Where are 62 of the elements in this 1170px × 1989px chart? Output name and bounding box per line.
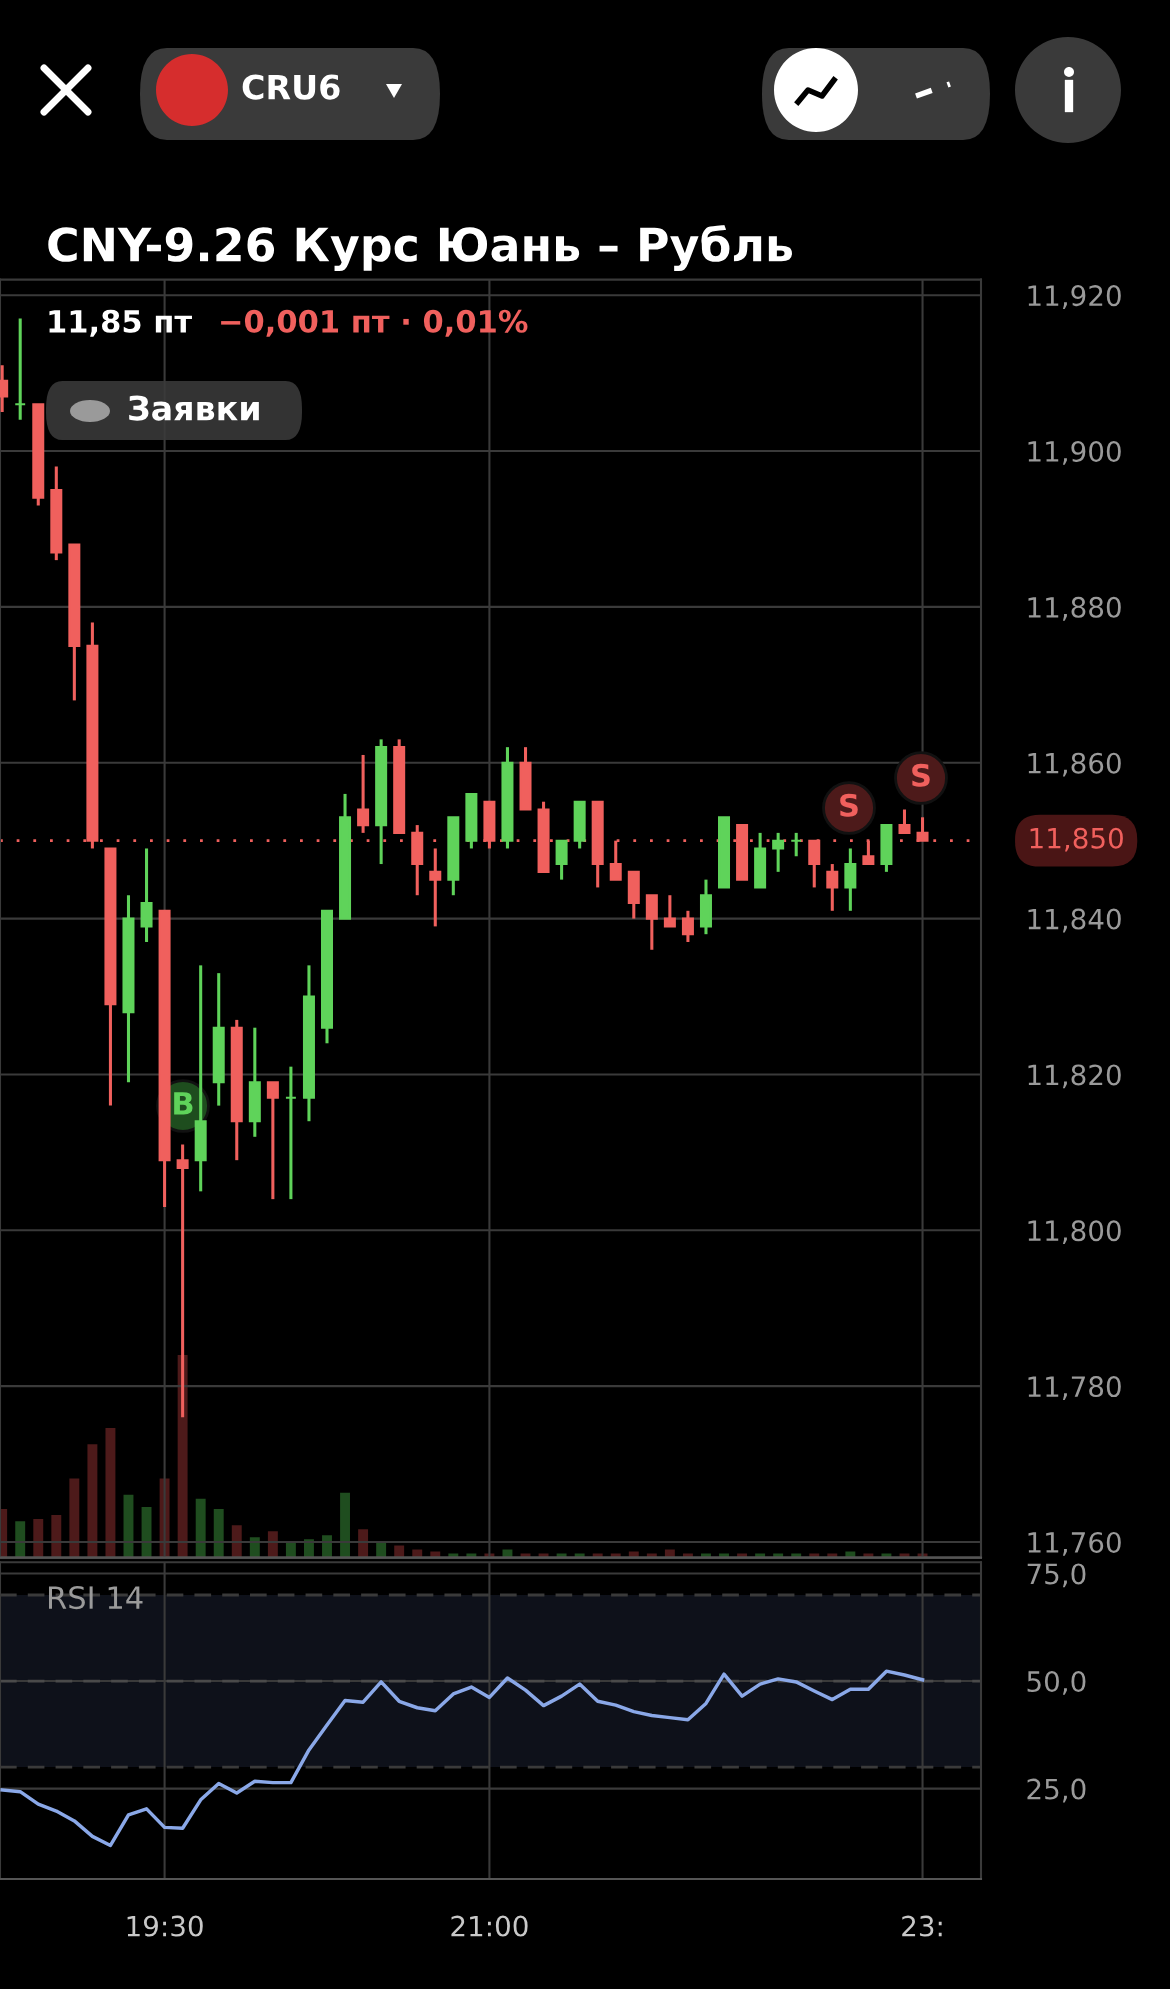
bar	[177, 1355, 188, 1558]
candlestick	[357, 753, 370, 833]
chart-title: CNY-9.26 Курс Юань – Рубль	[48, 224, 792, 272]
y-tick-label: 11,760	[1028, 1531, 1121, 1556]
y-tick-label: 11,820	[1028, 1064, 1121, 1089]
candlestick	[284, 1066, 297, 1201]
candlestick	[916, 817, 929, 842]
y-tick-label: 11,880	[1028, 596, 1121, 621]
annotation: S	[912, 763, 930, 787]
y-tick-label: 11,920	[1028, 285, 1121, 309]
bar	[15, 1521, 26, 1558]
candlestick	[844, 848, 857, 911]
text: 11,85 пт	[49, 309, 192, 337]
y-tick-label: 11,900	[1028, 440, 1121, 465]
candlestick	[663, 895, 676, 928]
candlestick	[772, 831, 785, 872]
x-tick-label: 23:	[902, 1915, 942, 1937]
x-tick-label: 21:00	[451, 1915, 528, 1937]
bar	[69, 1478, 80, 1558]
bar	[51, 1515, 62, 1558]
y-tick-label: 11,860	[1028, 752, 1121, 777]
bar	[105, 1427, 116, 1558]
annotation: B	[174, 1092, 193, 1115]
bar	[664, 1549, 675, 1558]
y-tick-label: 75,0	[1027, 1563, 1086, 1588]
bar	[267, 1531, 278, 1558]
bar	[141, 1506, 152, 1558]
bar	[213, 1508, 224, 1558]
candlestick	[140, 848, 153, 942]
bar	[340, 1492, 350, 1558]
candlestick	[898, 809, 911, 834]
candlestick	[266, 1081, 279, 1201]
candlestick	[14, 318, 27, 420]
annotation: S	[840, 793, 858, 817]
bar	[33, 1519, 44, 1558]
y-tick-label: 11,780	[1028, 1376, 1121, 1400]
annotation: Заявки	[129, 395, 259, 421]
bar	[502, 1549, 513, 1558]
ref-line-label: 11,850	[1030, 827, 1123, 852]
bar	[249, 1537, 260, 1558]
y-tick-label: 25,0	[1027, 1778, 1086, 1803]
candlestick	[645, 894, 658, 950]
candlestick	[555, 839, 568, 880]
text: RSI 14	[49, 1586, 143, 1610]
annotation: −0,001 пт · 0,01%	[221, 309, 528, 337]
bar	[394, 1545, 405, 1558]
bar	[412, 1549, 423, 1558]
bar	[87, 1444, 98, 1558]
x-tick-label: 19:30	[127, 1915, 203, 1937]
bar	[322, 1535, 332, 1558]
candlestick	[681, 909, 694, 942]
bar	[358, 1529, 369, 1558]
y-tick-label: 11,840	[1028, 908, 1121, 933]
text: CRU6	[242, 74, 340, 100]
candlestick	[429, 848, 442, 927]
bar	[231, 1525, 242, 1558]
candlestick	[790, 831, 803, 857]
candlestick	[826, 864, 839, 911]
line-series	[0, 1669, 925, 1848]
y-tick-label: 11,800	[1028, 1220, 1121, 1245]
y-tick-label: 50,0	[1027, 1671, 1086, 1695]
bar	[195, 1498, 206, 1558]
